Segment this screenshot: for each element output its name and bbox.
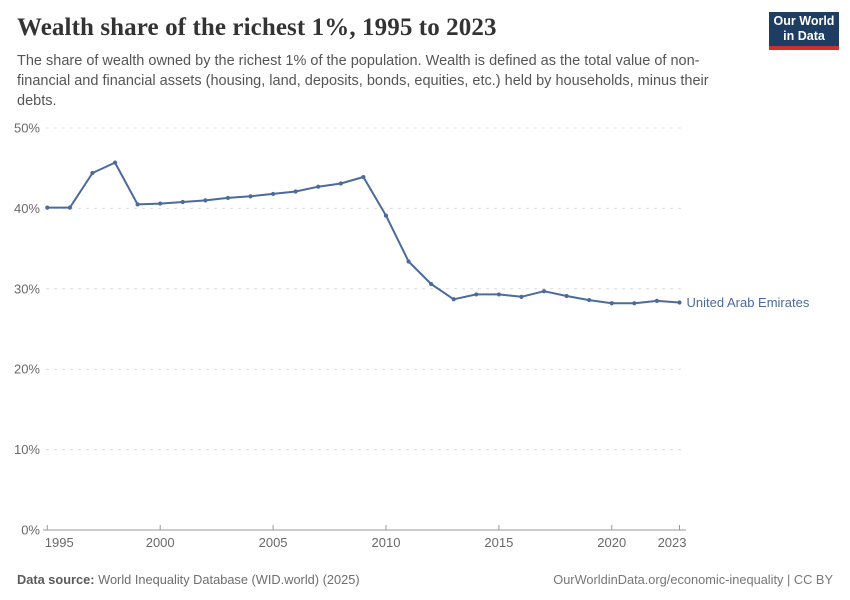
data-point-1995[interactable] (45, 205, 50, 210)
y-tick-label-0: 0% (21, 523, 40, 538)
x-tick-label-2010: 2010 (372, 535, 401, 550)
owid-logo[interactable]: Our World in Data (769, 12, 839, 50)
x-tick-label-2015: 2015 (484, 535, 513, 550)
x-tick-label-2000: 2000 (146, 535, 175, 550)
line-chart-canvas: 0% 10% 20% 30% 40% 50% 1995 2000 2005 2010 2015 202… (14, 121, 810, 551)
x-tick-label-1995: 1995 (45, 535, 74, 550)
x-tick-label-2023: 2023 (658, 535, 687, 550)
y-tick-label-40: 40% (14, 201, 40, 216)
y-tick-label-10: 10% (14, 442, 40, 457)
data-point-1996[interactable] (67, 205, 72, 210)
chart-title: Wealth share of the richest 1%, 1995 to … (17, 14, 497, 41)
data-point-2006[interactable] (293, 189, 298, 194)
data-point-2014[interactable] (474, 292, 479, 297)
data-point-1997[interactable] (90, 170, 95, 176)
y-tick-label-50: 50% (14, 121, 40, 136)
data-point-2010[interactable] (383, 213, 389, 218)
data-point-2007[interactable] (316, 184, 321, 189)
y-tick-label-20: 20% (14, 362, 40, 377)
x-tick-label-2005: 2005 (259, 535, 288, 550)
data-point-2009[interactable] (361, 174, 366, 180)
data-point-2012[interactable] (429, 281, 434, 287)
owid-logo-line2: in Data (783, 29, 825, 43)
data-point-2002[interactable] (203, 198, 208, 203)
data-point-2017[interactable] (541, 289, 547, 294)
data-point-2018[interactable] (564, 293, 569, 299)
data-point-2005[interactable] (270, 191, 276, 197)
chart-header: Wealth share of the richest 1%, 1995 to … (17, 12, 839, 111)
data-source-value: World Inequality Database (WID.world) (2… (98, 572, 360, 587)
data-point-2022[interactable] (654, 298, 660, 303)
data-point-2011[interactable] (406, 259, 411, 264)
data-point-2023[interactable] (677, 300, 682, 305)
x-tick-label-2020: 2020 (597, 535, 626, 550)
data-point-2020[interactable] (609, 301, 614, 306)
data-point-2000[interactable] (158, 201, 163, 206)
entity-label[interactable]: United Arab Emirates (687, 295, 810, 310)
data-point-1999[interactable] (135, 202, 140, 207)
data-source: Data source: World Inequality Database (… (17, 572, 360, 587)
data-point-2016[interactable] (519, 294, 524, 299)
data-point-2003[interactable] (225, 195, 231, 201)
owid-logo-line1: Our World (773, 14, 835, 28)
series-line[interactable] (46, 161, 681, 305)
y-tick-label-30: 30% (14, 281, 40, 296)
data-source-label: Data source: (17, 572, 95, 587)
data-point-2019[interactable] (587, 297, 592, 303)
data-point-2008[interactable] (338, 181, 343, 186)
data-point-2004[interactable] (248, 194, 253, 199)
data-point-1998[interactable] (112, 160, 118, 165)
data-point-2013[interactable] (451, 297, 456, 302)
data-point-2021[interactable] (632, 301, 637, 306)
credit-link[interactable]: OurWorldinData.org/economic-inequality |… (553, 572, 833, 587)
data-point-2001[interactable] (180, 199, 185, 205)
data-point-2015[interactable] (496, 292, 501, 297)
chart-footer: Data source: World Inequality Database (… (17, 572, 833, 587)
chart-subtitle: The share of wealth owned by the richest… (17, 53, 709, 109)
